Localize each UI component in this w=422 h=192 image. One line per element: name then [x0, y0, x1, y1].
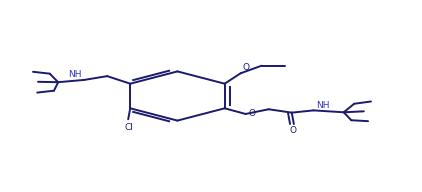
Text: O: O	[243, 63, 250, 72]
Text: O: O	[249, 109, 256, 118]
Text: NH: NH	[68, 70, 81, 79]
Text: NH: NH	[316, 101, 329, 110]
Text: O: O	[289, 127, 297, 136]
Text: Cl: Cl	[124, 123, 133, 132]
